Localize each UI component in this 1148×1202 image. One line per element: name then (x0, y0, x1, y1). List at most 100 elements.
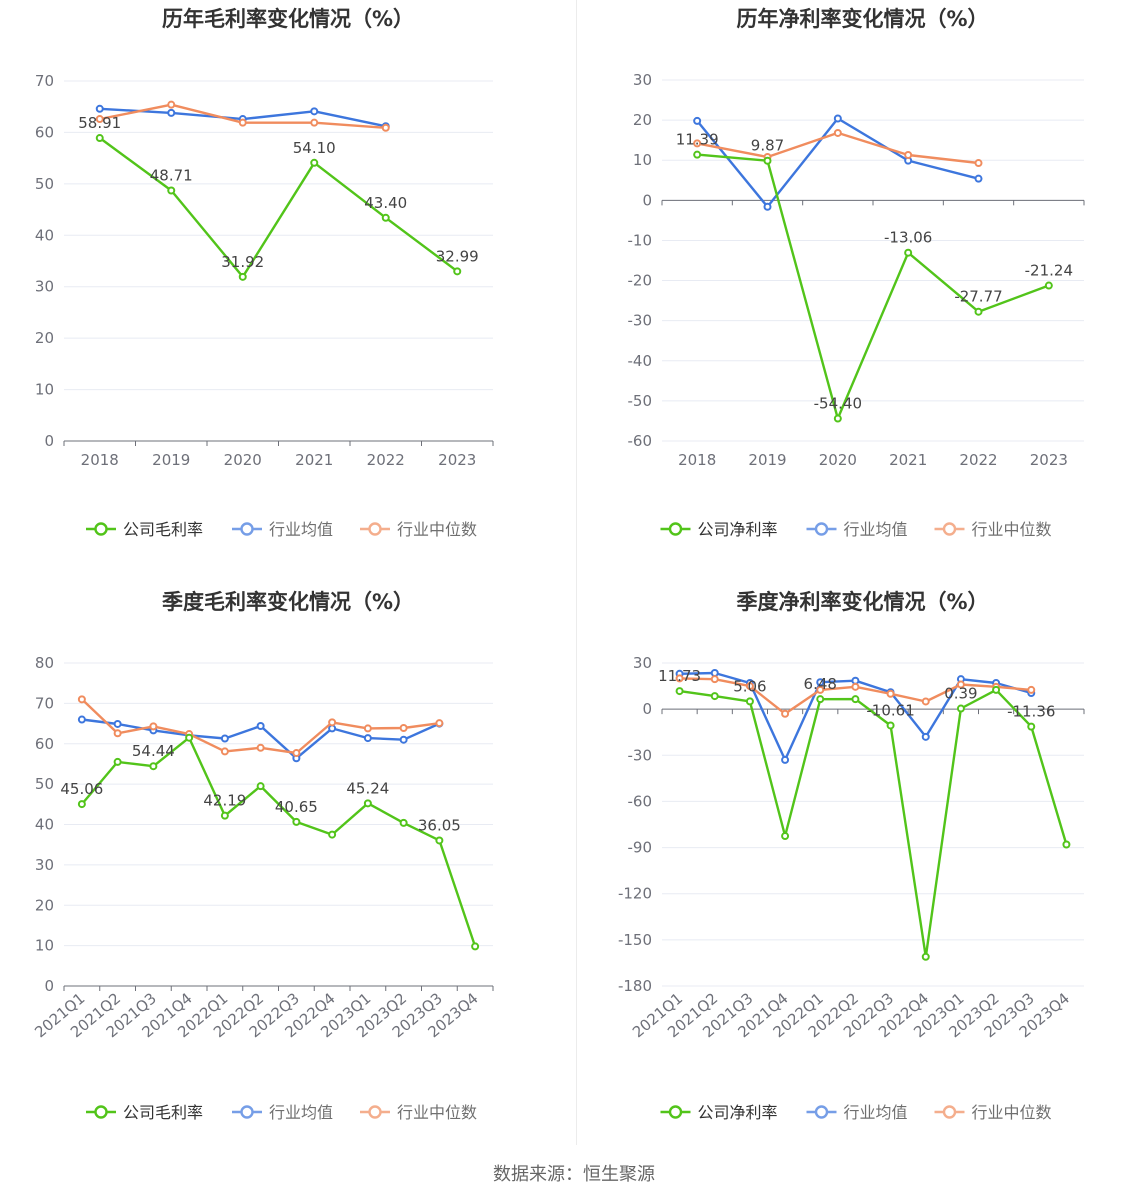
data-point-company (453, 267, 462, 276)
data-point-company (220, 811, 229, 820)
legend-marker-icon (942, 522, 957, 536)
data-label: 32.99 (436, 247, 479, 265)
data-point-company (1062, 840, 1071, 849)
y-tick-label: -20 (628, 272, 653, 290)
data-point-industry_median (113, 729, 122, 738)
data-label: 48.71 (150, 166, 193, 184)
data-label: 54.10 (293, 139, 336, 157)
x-tick-label: 2023 (438, 451, 476, 469)
legend-item-industry_avg: 行业均值 (806, 520, 908, 539)
data-label: -54.40 (814, 395, 862, 413)
x-tick-label: 2020 (819, 451, 857, 469)
chart-title: 季度净利率变化情况（%） (736, 590, 988, 614)
legend-marker-icon (240, 1105, 254, 1119)
y-tick-label: 30 (35, 278, 54, 296)
legend-marker-icon (94, 522, 108, 536)
y-tick-label: 30 (35, 856, 54, 874)
data-point-industry_median (693, 139, 702, 148)
legend-marker-icon (94, 1105, 108, 1119)
data-point-company (113, 757, 122, 766)
data-label: 11.39 (676, 131, 719, 149)
data-point-industry_median (220, 747, 229, 756)
data-point-industry_median (435, 719, 444, 728)
legend-label: 行业中位数 (972, 520, 1052, 539)
data-point-company (763, 156, 772, 165)
legend-label: 行业均值 (844, 1103, 908, 1122)
data-point-company (745, 697, 754, 706)
data-point-industry_median (149, 722, 158, 731)
legend-label: 行业中位数 (972, 1103, 1052, 1122)
data-label: 54.44 (132, 742, 175, 760)
data-point-industry_median (238, 118, 247, 127)
y-tick-label: -60 (628, 792, 653, 810)
data-point-industry_avg (693, 116, 702, 125)
data-point-industry_median (256, 743, 265, 752)
data-point-industry_median (328, 718, 337, 727)
quarterly-gross-margin-chart: 季度毛利率变化情况（%）010203040506070802021Q12021Q… (31, 590, 494, 1122)
data-point-industry_median (363, 724, 372, 733)
x-tick-label: 2018 (678, 451, 716, 469)
x-tick-label: 2021 (295, 451, 333, 469)
data-point-industry_median (167, 100, 176, 109)
data-point-company (435, 836, 444, 845)
data-label: 6.48 (804, 675, 837, 693)
x-tick-label: 2019 (152, 451, 190, 469)
legend-item-company: 公司毛利率 (86, 1103, 203, 1122)
data-label: 45.24 (346, 779, 389, 797)
data-point-company (675, 687, 684, 696)
x-tick-label: 2021 (889, 451, 927, 469)
y-tick-label: -40 (628, 352, 653, 370)
data-label: -13.06 (884, 229, 932, 247)
series-line-company (80, 736, 477, 947)
data-point-company (167, 186, 176, 195)
data-point-industry_median (399, 724, 408, 733)
data-point-company (185, 733, 194, 742)
data-point-industry_avg (77, 715, 86, 724)
y-tick-label: 70 (35, 694, 54, 712)
data-point-industry_avg (310, 107, 319, 116)
series-line-company (697, 153, 1050, 420)
data-label: 43.40 (364, 194, 407, 212)
annual-gross-margin-panel: 历年毛利率变化情况（%） 0 10 20 30 40 50 60 70 2018 2019 2020 2… (0, 0, 576, 575)
annual-gross-margin-chart: 历年毛利率变化情况（%） 0 10 20 30 40 50 60 70 2018 2019 2020 2… (35, 7, 494, 539)
data-point-industry_avg (974, 174, 983, 183)
legend-label: 公司毛利率 (123, 1103, 203, 1122)
legend-marker-icon (240, 522, 254, 536)
y-tick-label: 20 (633, 111, 652, 129)
data-point-industry_avg (363, 734, 372, 743)
data-point-company (693, 150, 702, 159)
y-tick-label: -50 (628, 392, 653, 410)
y-tick-label: 60 (35, 735, 54, 753)
y-tick-label: 0 (44, 977, 54, 995)
data-point-industry_median (310, 118, 319, 127)
data-point-industry_median (781, 709, 790, 718)
data-point-industry_avg (921, 732, 930, 741)
data-point-industry_median (816, 685, 825, 694)
legend-marker-icon (814, 1105, 829, 1119)
data-label: 5.06 (733, 677, 766, 695)
annual-net-margin-panel: 历年净利率变化情况（%） -60 -50 -40 -30 -20 -10 0 10 20 30 201… (577, 0, 1148, 575)
legend-item-industry_avg: 行业均值 (232, 1103, 333, 1122)
data-point-company (238, 272, 247, 281)
data-label: -11.36 (1007, 703, 1055, 721)
data-point-company (292, 817, 301, 826)
data-label: 0.39 (944, 685, 977, 703)
data-point-company (956, 704, 965, 713)
y-tick-label: 30 (633, 654, 652, 672)
y-tick-label: -10 (628, 231, 653, 249)
y-tick-label: -30 (628, 746, 653, 764)
legend-label: 行业中位数 (397, 1103, 477, 1122)
data-point-industry_median (886, 689, 895, 698)
y-tick-label: -150 (618, 931, 652, 949)
y-tick-label: -90 (628, 839, 653, 857)
data-point-company (149, 762, 158, 771)
y-tick-label: 0 (642, 191, 652, 209)
x-tick-label: 2020 (224, 451, 262, 469)
data-point-industry_median (956, 680, 965, 689)
legend-item-industry_median: 行业中位数 (360, 520, 477, 539)
data-point-industry_avg (256, 721, 265, 730)
data-point-company (77, 800, 86, 809)
x-tick-label: 2019 (748, 451, 786, 469)
data-point-industry_avg (833, 114, 842, 123)
data-point-industry_median (77, 695, 86, 704)
